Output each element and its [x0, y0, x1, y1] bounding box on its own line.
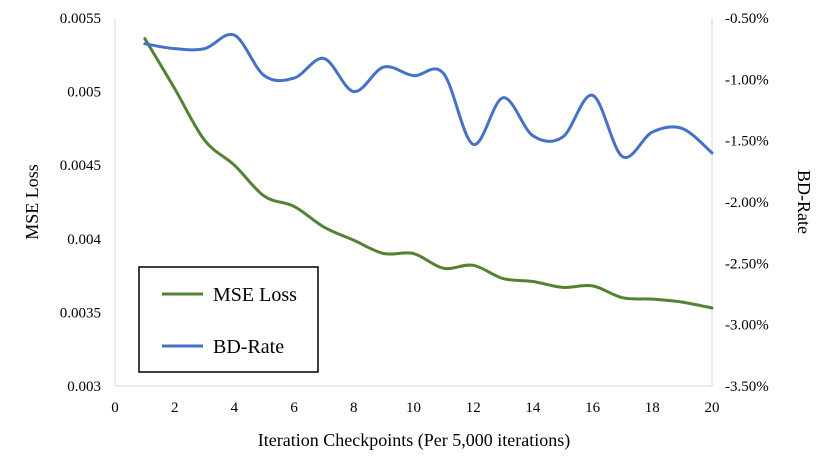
y-tick-label: 0.004 [67, 232, 101, 248]
x-tick-label: 20 [705, 400, 720, 416]
y2-tick-label: -1.00% [725, 72, 769, 88]
x-tick-label: 12 [466, 400, 481, 416]
x-tick-label: 18 [645, 400, 660, 416]
y2-axis-title: BD-Rate [794, 170, 814, 234]
y-tick-labels: 0.003 0.0035 0.004 0.0045 0.005 0.0055 [60, 11, 102, 395]
x-tick-labels: 0 2 4 6 8 10 12 14 16 18 20 [111, 400, 719, 416]
x-tick-label: 4 [231, 400, 239, 416]
legend: MSE Loss BD-Rate [138, 266, 319, 373]
y2-tick-label: -2.50% [725, 256, 769, 272]
x-axis-title: Iteration Checkpoints (Per 5,000 iterati… [258, 430, 570, 451]
legend-label-mse-loss: MSE Loss [213, 284, 297, 306]
x-tick-label: 2 [171, 400, 179, 416]
y-tick-label: 0.0035 [60, 305, 101, 321]
series-line-mse-loss [143, 37, 714, 310]
x-tick-label: 16 [585, 400, 601, 416]
y2-tick-label: -3.50% [725, 379, 769, 395]
x-tick-label: 8 [350, 400, 358, 416]
y2-tick-labels: -3.50% -3.00% -2.50% -2.00% -1.50% -1.00% -0.5… [725, 11, 769, 395]
y-tick-label: 0.0045 [60, 158, 101, 174]
y2-tick-label: -1.50% [725, 134, 769, 150]
x-tick-label: 0 [111, 400, 119, 416]
legend-label-bd-rate: BD-Rate [213, 336, 284, 358]
x-tick-label: 14 [525, 400, 541, 416]
y-tick-label: 0.003 [67, 379, 101, 395]
y-axis-title: MSE Loss [22, 164, 42, 240]
y2-tick-label: -2.00% [725, 195, 769, 211]
x-tick-label: 10 [406, 400, 421, 416]
y-tick-label: 0.005 [67, 85, 101, 101]
x-tick-label: 6 [290, 400, 298, 416]
series-layer [143, 32, 714, 310]
y-tick-label: 0.0055 [60, 11, 101, 27]
y2-tick-label: -3.00% [725, 318, 769, 334]
legend-box [138, 266, 319, 373]
y2-tick-label: -0.50% [725, 11, 769, 27]
series-line-bd-rate [143, 32, 714, 159]
